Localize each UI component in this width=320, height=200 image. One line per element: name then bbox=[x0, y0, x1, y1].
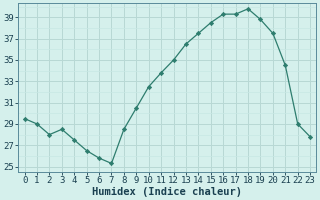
X-axis label: Humidex (Indice chaleur): Humidex (Indice chaleur) bbox=[92, 186, 242, 197]
